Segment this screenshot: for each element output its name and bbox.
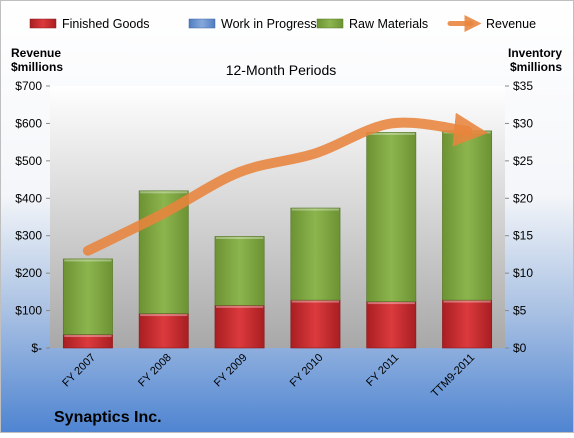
company-name: Synaptics Inc. [54,409,162,426]
bar-raw-materials-highlight [367,132,415,135]
right-tick-label: $0 [513,341,527,355]
bar-series [62,130,493,349]
bar-finished-goods [366,301,417,349]
bar-finished-goods-highlight [64,335,112,338]
legend: Finished Goods Work in Progress Raw Mate… [29,14,536,32]
right-axis-title-line2: $millions [510,60,562,74]
left-axis-title-line1: Revenue [11,46,61,60]
bar-finished-goods [290,299,341,349]
left-axis-title-line2: $millions [11,60,63,74]
bar-raw-materials [62,258,113,335]
right-tick-label: $15 [513,229,533,243]
legend-swatch-work-in-progress [188,18,216,29]
right-tick-label: $35 [513,79,533,93]
bar-raw-materials [366,132,417,302]
right-axis-title-line1: Inventory [508,46,562,60]
left-tick-label: $500 [15,154,42,168]
legend-label-revenue: Revenue [486,17,536,31]
left-axis-ticks: $- $100 $200 $300 $400 $500 $600 $700 [15,79,50,355]
left-tick-label: $- [31,341,42,355]
bar-finished-goods [442,299,493,349]
bar-raw-materials-highlight [64,259,112,262]
legend-label-finished-goods: Finished Goods [62,17,150,31]
left-tick-label: $300 [15,229,42,243]
bar-finished-goods-highlight [291,300,340,303]
left-tick-label: $700 [15,79,42,93]
bar-finished-goods-highlight [215,305,264,308]
left-tick-label: $400 [15,191,42,205]
right-tick-label: $30 [513,116,533,130]
bar-raw-materials [290,207,341,301]
revenue-line [82,112,488,256]
right-tick-label: $10 [513,266,533,280]
right-tick-label: $5 [513,304,527,318]
bar-raw-materials-highlight [215,236,264,239]
legend-label-raw-materials: Raw Materials [349,17,428,31]
bar-finished-goods-highlight [367,302,415,305]
right-tick-label: $20 [513,191,533,205]
legend-label-work-in-progress: Work in Progress [221,17,317,31]
bar-raw-materials-highlight [291,208,340,211]
chart-title: 12-Month Periods [226,62,337,78]
bar-raw-materials [442,130,493,301]
bar-finished-goods [214,305,265,349]
right-axis-ticks: $0 $5 $10 $15 $20 $25 $30 $35 [505,79,533,355]
revenue-series [82,112,488,256]
right-tick-label: $25 [513,154,533,168]
bar-raw-materials [214,236,265,306]
bar-finished-goods [138,313,189,349]
legend-swatch-raw-materials [316,18,344,29]
left-tick-label: $100 [15,304,42,318]
bar-finished-goods-highlight [140,314,188,317]
bar-finished-goods-highlight [443,300,491,303]
left-tick-label: $200 [15,266,42,280]
bar-raw-materials-highlight [140,191,188,194]
left-tick-label: $600 [15,116,42,130]
legend-swatch-finished-goods [29,18,57,29]
